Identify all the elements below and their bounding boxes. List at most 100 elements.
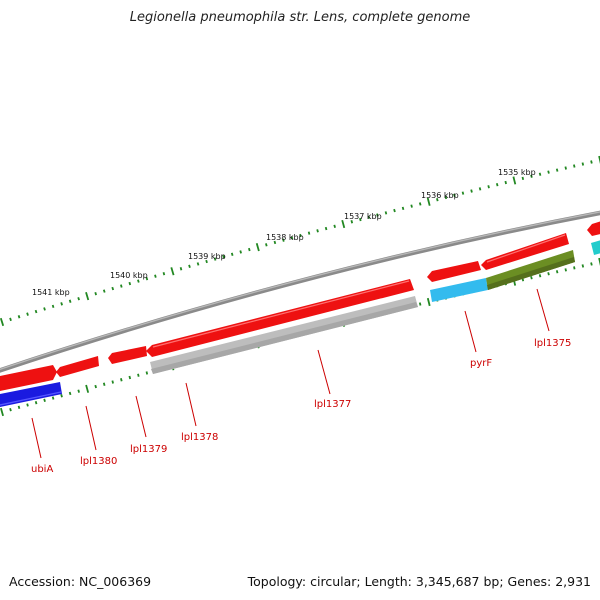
minor-tick bbox=[17, 405, 21, 410]
minor-tick bbox=[444, 195, 448, 200]
minor-tick bbox=[188, 264, 191, 269]
minor-tick bbox=[145, 276, 149, 281]
kbp-label: 1538 kbp bbox=[266, 233, 304, 242]
minor-tick bbox=[367, 215, 371, 219]
minor-tick bbox=[564, 166, 567, 170]
minor-tick bbox=[77, 297, 80, 301]
gene-arrow[interactable] bbox=[481, 233, 569, 270]
minor-tick bbox=[111, 380, 114, 384]
callout-line bbox=[317, 349, 331, 395]
major-tick bbox=[255, 243, 260, 252]
minor-tick bbox=[137, 373, 140, 377]
minor-tick bbox=[248, 247, 251, 252]
minor-tick bbox=[564, 268, 567, 272]
gene-arrow[interactable] bbox=[0, 365, 57, 392]
gene-label-lpl1380[interactable]: lpl1380 bbox=[80, 456, 117, 467]
minor-tick bbox=[530, 276, 533, 280]
minor-tick bbox=[154, 274, 157, 278]
minor-tick bbox=[162, 271, 166, 276]
callout-line bbox=[536, 288, 550, 332]
minor-tick bbox=[9, 317, 12, 322]
minor-tick bbox=[265, 243, 268, 247]
genome-backbone bbox=[0, 210, 600, 373]
callout-line bbox=[31, 417, 42, 459]
gene-label-ubiA[interactable]: ubiA bbox=[31, 464, 53, 475]
callout-line bbox=[135, 395, 147, 438]
minor-tick bbox=[495, 182, 499, 187]
minor-tick bbox=[581, 162, 585, 166]
minor-tick bbox=[179, 267, 183, 271]
major-tick bbox=[341, 219, 346, 229]
gene-arrow[interactable] bbox=[427, 261, 481, 282]
minor-tick bbox=[393, 208, 396, 213]
gene-label-lpl1379[interactable]: lpl1379 bbox=[130, 444, 167, 455]
gene-highlight bbox=[152, 280, 410, 348]
minor-tick bbox=[401, 206, 405, 211]
kbp-label: 1541 kbp bbox=[32, 288, 70, 297]
minor-tick bbox=[324, 226, 328, 231]
minor-tick bbox=[102, 289, 106, 293]
gene-arrow-minus[interactable] bbox=[0, 382, 62, 408]
major-tick bbox=[598, 155, 600, 165]
minor-tick bbox=[273, 240, 277, 245]
teal-band bbox=[591, 240, 600, 255]
minor-tick bbox=[102, 382, 106, 386]
minor-tick bbox=[196, 262, 200, 266]
minor-tick bbox=[316, 229, 319, 233]
major-tick bbox=[426, 297, 431, 307]
minor-tick bbox=[590, 262, 593, 266]
minor-tick bbox=[230, 252, 234, 256]
minor-tick bbox=[128, 281, 132, 286]
kbp-scale bbox=[0, 155, 600, 327]
minor-tick bbox=[547, 272, 550, 276]
minor-tick bbox=[213, 257, 217, 261]
major-tick bbox=[512, 176, 517, 185]
minor-tick bbox=[282, 238, 285, 242]
genome-backbone-highlight bbox=[0, 211, 600, 371]
gene-label-lpl1375[interactable]: lpl1375 bbox=[534, 338, 571, 349]
minor-tick bbox=[418, 202, 422, 206]
genome-summary-text: Topology: circular; Length: 3,345,687 bp… bbox=[247, 574, 591, 589]
gene-arrow[interactable] bbox=[587, 220, 600, 236]
gene-arrow[interactable] bbox=[146, 279, 414, 357]
gene-label-lpl1378[interactable]: lpl1378 bbox=[181, 432, 218, 443]
minor-tick bbox=[530, 174, 533, 178]
kbp-label: 1539 kbp bbox=[188, 252, 226, 261]
major-tick bbox=[0, 317, 5, 327]
gene-label-pyrF[interactable]: pyrF bbox=[470, 358, 492, 369]
minor-tick bbox=[120, 378, 123, 382]
kbp-label: 1535 kbp bbox=[498, 168, 536, 177]
major-tick bbox=[170, 267, 175, 276]
kbp-label: 1536 kbp bbox=[421, 191, 459, 200]
minor-tick bbox=[359, 217, 362, 222]
minor-tick bbox=[538, 274, 542, 278]
major-tick bbox=[85, 384, 90, 393]
olive-band-shade bbox=[487, 257, 575, 290]
minor-tick bbox=[333, 224, 336, 229]
minor-tick bbox=[410, 204, 413, 208]
gene-arrow[interactable] bbox=[56, 356, 99, 377]
minor-tick bbox=[299, 233, 302, 238]
gene-highlight bbox=[0, 391, 62, 406]
minor-tick bbox=[418, 302, 422, 306]
accession-text: Accession: NC_006369 bbox=[9, 574, 152, 589]
callout-line bbox=[85, 405, 97, 451]
minor-tick bbox=[51, 304, 55, 309]
minor-tick bbox=[111, 286, 115, 291]
minor-tick bbox=[290, 236, 294, 240]
gene-label-lpl1377[interactable]: lpl1377 bbox=[314, 399, 351, 410]
minor-tick bbox=[51, 396, 55, 400]
gene-arrow[interactable] bbox=[108, 346, 147, 364]
major-tick bbox=[426, 197, 431, 206]
minor-tick bbox=[94, 384, 97, 389]
major-tick bbox=[0, 407, 4, 417]
minor-tick bbox=[436, 197, 439, 202]
minor-tick bbox=[590, 160, 593, 164]
kbp-label: 1540 kbp bbox=[110, 271, 148, 280]
minor-tick bbox=[504, 180, 507, 185]
minor-tick bbox=[68, 391, 72, 396]
minor-tick bbox=[77, 389, 80, 393]
minor-tick bbox=[9, 407, 12, 412]
minor-tick bbox=[470, 189, 473, 193]
cyan-band bbox=[430, 278, 488, 302]
